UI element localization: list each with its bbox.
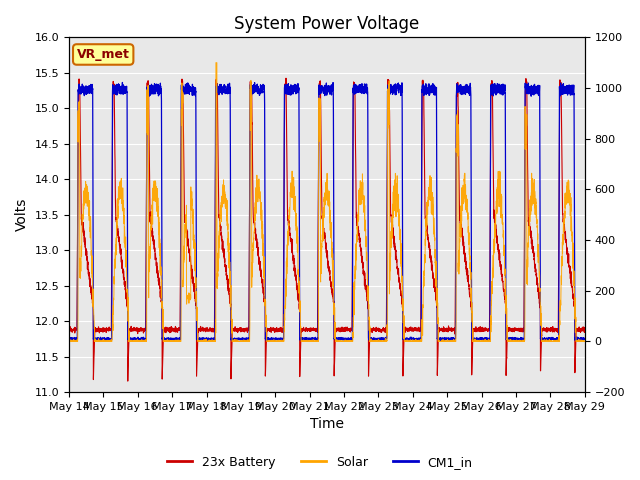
X-axis label: Time: Time [310, 418, 344, 432]
Y-axis label: Volts: Volts [15, 198, 29, 231]
Legend: 23x Battery, Solar, CM1_in: 23x Battery, Solar, CM1_in [163, 451, 477, 474]
Title: System Power Voltage: System Power Voltage [234, 15, 420, 33]
Text: VR_met: VR_met [77, 48, 130, 61]
